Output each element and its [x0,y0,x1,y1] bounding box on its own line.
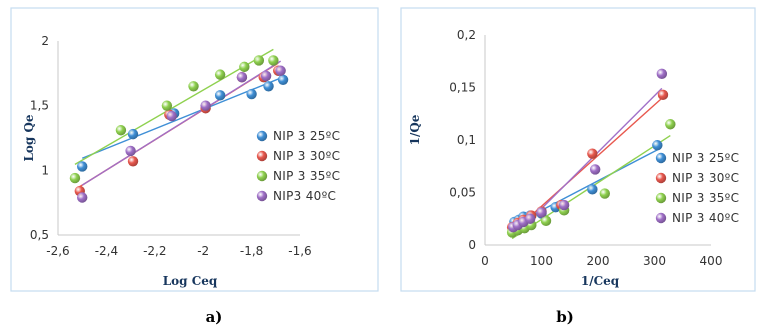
chart-a-legend-marker-1 [256,130,268,142]
chart-b-point-series-2 [657,89,669,101]
chart-b-point-series-4 [536,207,547,218]
chart-a-x-tick-label: -1,8 [240,244,263,258]
chart-b-point-series-4 [656,68,668,80]
chart-b-point-series-3 [540,215,552,227]
chart-a-point-series-3 [239,61,250,73]
chart-b-point-series-4 [589,164,601,175]
chart-b-y-tick-label: 0,1 [457,133,476,147]
chart-a-x-tick-label: -2,2 [143,244,166,258]
chart-b-plot: 0 100 200 300 400 0 0,05 0,1 0,15 0,2 [449,28,722,268]
chart-a-point-series-4 [77,192,88,203]
chart-a-x-axis-title: Log Ceq [163,274,218,288]
chart-b-y-tick-label: 0,15 [449,81,476,95]
chart-b-point-series-1 [652,140,663,151]
chart-a-point-series-1 [77,161,88,172]
chart-a-point-series-4 [200,100,211,111]
chart-b-legend-label-1: NIP 3 25ºC [672,151,739,165]
chart-a-point-series-4 [260,70,272,82]
chart-a-point-series-4 [166,110,177,122]
chart-b-legend-label-3: NIP 3 35ºC [672,191,739,205]
chart-b-legend-marker-2 [655,172,667,184]
chart-a-frame [10,7,379,292]
chart-b-x-axis-title: 1/Ceq [581,274,620,288]
chart-a-point-series-3 [214,69,226,80]
chart-a-point-series-3 [115,125,127,136]
chart-b-legend-label-2: NIP 3 30ºC [672,171,739,185]
chart-a-x-tick-label: -2 [197,244,209,258]
chart-a-legend-label-3: NIP 3 35ºC [273,169,340,183]
chart-b-frame [400,7,756,292]
chart-a-point-series-1 [263,81,274,92]
chart-b-point-series-3 [665,119,676,130]
chart-b-x-tick-label: 0 [481,254,489,268]
chart-a-point-series-4 [125,145,136,157]
chart-a-legend-marker-2 [256,150,268,162]
chart-b-legend: NIP 3 25ºC NIP 3 30ºC NIP 3 35ºC NIP 3 40ºC [655,151,739,225]
chart-a-point-series-2 [127,156,139,167]
chart-b-point-series-2 [587,148,598,159]
chart-b-point-series-4 [525,213,536,224]
chart-b-legend-label-4: NIP 3 40ºC [672,211,739,225]
chart-a-point-series-3 [188,81,199,92]
chart-b-caption: b) [556,308,574,326]
chart-a-point-series-4 [275,65,286,76]
chart-a-legend: NIP 3 25ºC NIP 3 30ºC NIP 3 35ºC NIP3 40ºC [256,129,340,203]
chart-a-legend-label-2: NIP 3 30ºC [273,149,340,163]
chart-a-legend-marker-3 [256,170,268,182]
chart-b-point-series-3 [599,188,610,199]
chart-a-plot: -2,6 -2,4 -2,2 -2 -1,8 -1,6 0,5 1 1,5 2 [30,34,312,258]
chart-a-legend-label-1: NIP 3 25ºC [273,129,340,143]
chart-a-y-tick-label: 1 [41,163,49,177]
chart-a-point-series-3 [253,55,265,66]
chart-a-x-tick-label: -2,6 [46,244,69,258]
chart-a-point-series-1 [246,88,257,100]
chart-b-x-tick-label: 300 [643,254,666,268]
chart-a-y-tick-label: 1,5 [30,99,49,113]
chart-a-y-tick-label: 2 [41,34,49,48]
chart-b-x-tick-label: 400 [700,254,723,268]
chart-a-x-tick-label: -2,4 [95,244,118,258]
chart-b-legend-marker-4 [655,212,667,224]
chart-b-point-series-1 [587,184,598,195]
chart-b-y-axis-title: 1/Qe [408,114,422,145]
chart-b-y-tick-label: 0,05 [449,186,476,200]
chart-b-legend-marker-1 [655,152,667,164]
chart-b-y-tick-label: 0 [468,238,476,252]
chart-a-point-series-3 [69,172,81,184]
chart-b-legend-marker-3 [655,192,667,204]
chart-b-x-tick-label: 200 [587,254,610,268]
chart-a-point-series-1 [214,90,226,101]
chart-a-point-series-1 [277,74,289,86]
chart-a-trendline-4 [81,60,282,186]
chart-a-point-series-3 [161,100,173,111]
chart-a-point-series-4 [236,72,248,83]
chart-a-caption: a) [206,308,223,326]
chart-a-legend-marker-4 [256,190,268,202]
chart-a: -2,6 -2,4 -2,2 -2 -1,8 -1,6 0,5 1 1,5 2 Log Ceq L… [10,7,379,326]
chart-a-legend-label-4: NIP3 40ºC [273,189,336,203]
chart-b-y-tick-label: 0,2 [457,28,476,42]
chart-b-x-tick-label: 100 [530,254,553,268]
chart-a-point-series-3 [268,55,279,66]
chart-a-x-tick-label: -1,6 [288,244,311,258]
chart-a-y-axis-title: Log Qe [22,114,36,161]
chart-a-point-series-1 [127,128,139,140]
chart-a-y-tick-label: 0,5 [30,228,49,242]
chart-b-point-series-4 [558,199,570,211]
